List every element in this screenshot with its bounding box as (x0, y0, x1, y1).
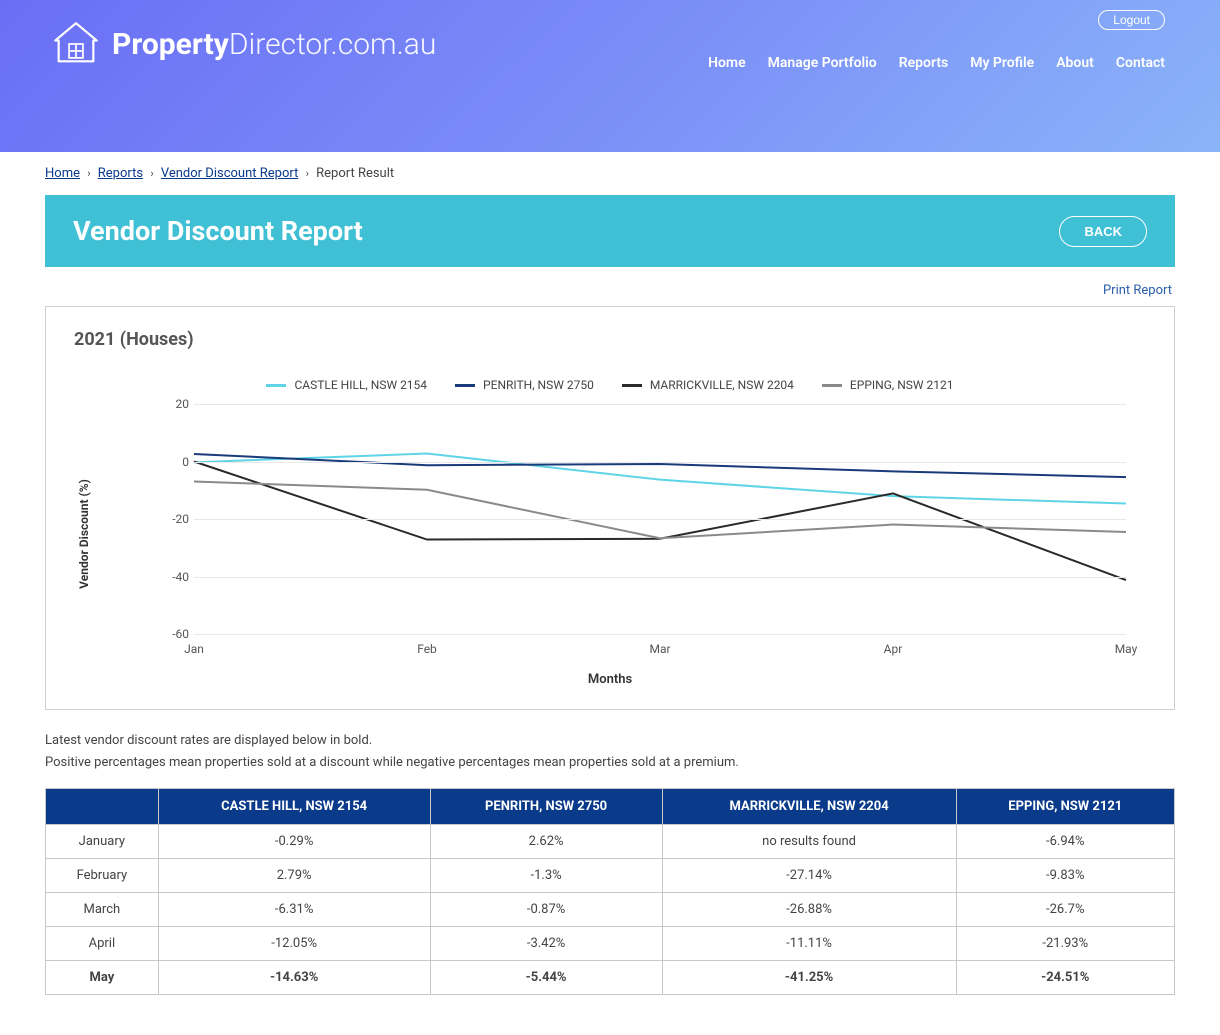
table-cell: -0.87% (430, 893, 662, 927)
row-label: January (46, 825, 159, 859)
data-table: CASTLE HILL, NSW 2154PENRITH, NSW 2750MA… (45, 788, 1175, 995)
chevron-right-icon: › (306, 167, 309, 180)
gridline (194, 577, 1126, 578)
table-cell: -14.63% (158, 961, 430, 995)
logout-button[interactable]: Logout (1098, 10, 1165, 30)
chart-legend: CASTLE HILL, NSW 2154 PENRITH, NSW 2750 MA… (74, 378, 1146, 392)
legend-label: MARRICKVILLE, NSW 2204 (650, 378, 794, 392)
table-cell: -11.11% (662, 927, 956, 961)
table-cell: -6.31% (158, 893, 430, 927)
legend-item[interactable]: CASTLE HILL, NSW 2154 (266, 378, 427, 392)
table-row: February2.79%-1.3%-27.14%-9.83% (46, 859, 1175, 893)
legend-label: PENRITH, NSW 2750 (483, 378, 594, 392)
legend-label: EPPING, NSW 2121 (850, 378, 954, 392)
gridline (194, 519, 1126, 520)
chevron-right-icon: › (150, 167, 153, 180)
table-cell: -26.7% (956, 893, 1174, 927)
page-title: Vendor Discount Report (73, 215, 363, 247)
back-button[interactable]: BACK (1059, 216, 1147, 247)
nav-about[interactable]: About (1056, 55, 1094, 71)
chart-title: 2021 (Houses) (74, 329, 1146, 350)
table-cell: -21.93% (956, 927, 1174, 961)
x-tick: May (1115, 642, 1138, 656)
table-header: CASTLE HILL, NSW 2154 (158, 789, 430, 825)
x-tick: Jan (184, 642, 204, 656)
legend-swatch (822, 384, 842, 387)
table-cell: -6.94% (956, 825, 1174, 859)
chevron-right-icon: › (87, 167, 90, 180)
breadcrumb-vendor-discount[interactable]: Vendor Discount Report (161, 166, 298, 181)
table-header: PENRITH, NSW 2750 (430, 789, 662, 825)
table-row: March-6.31%-0.87%-26.88%-26.7% (46, 893, 1175, 927)
table-header (46, 789, 159, 825)
table-header: EPPING, NSW 2121 (956, 789, 1174, 825)
row-label: May (46, 961, 159, 995)
gridline (194, 634, 1126, 635)
table-cell: 2.62% (430, 825, 662, 859)
table-cell: -1.3% (430, 859, 662, 893)
note-line-2: Positive percentages mean properties sol… (45, 752, 1175, 774)
legend-label: CASTLE HILL, NSW 2154 (294, 378, 427, 392)
y-axis-label: Vendor Discount (%) (77, 479, 91, 589)
print-report-link[interactable]: Print Report (1103, 283, 1172, 298)
table-cell: -9.83% (956, 859, 1174, 893)
note-line-1: Latest vendor discount rates are display… (45, 730, 1175, 752)
title-bar: Vendor Discount Report BACK (45, 195, 1175, 267)
table-cell: -41.25% (662, 961, 956, 995)
x-tick: Mar (649, 642, 670, 656)
table-cell: -3.42% (430, 927, 662, 961)
notes: Latest vendor discount rates are display… (45, 730, 1175, 774)
x-tick: Apr (884, 642, 903, 656)
breadcrumb-home[interactable]: Home (45, 166, 80, 181)
nav-home[interactable]: Home (708, 55, 746, 71)
legend-item[interactable]: MARRICKVILLE, NSW 2204 (622, 378, 794, 392)
row-label: April (46, 927, 159, 961)
chart-area: Vendor Discount (%) -60-40-20020JanFebMa… (104, 404, 1146, 664)
chart-container: 2021 (Houses) CASTLE HILL, NSW 2154 PENRI… (45, 306, 1175, 710)
breadcrumb-reports[interactable]: Reports (98, 166, 143, 181)
table-cell: -12.05% (158, 927, 430, 961)
table-cell: 2.79% (158, 859, 430, 893)
nav-contact[interactable]: Contact (1116, 55, 1165, 71)
table-row: April-12.05%-3.42%-11.11%-21.93% (46, 927, 1175, 961)
row-label: February (46, 859, 159, 893)
main-nav: Home Manage Portfolio Reports My Profile… (708, 55, 1165, 71)
header: Logout PropertyDirector.com.au Home Mana… (0, 0, 1220, 152)
table-cell: -5.44% (430, 961, 662, 995)
legend-swatch (622, 384, 642, 387)
table-cell: -24.51% (956, 961, 1174, 995)
legend-swatch (455, 384, 475, 387)
legend-item[interactable]: PENRITH, NSW 2750 (455, 378, 594, 392)
x-axis-label: Months (74, 672, 1146, 687)
chart-plot: -60-40-20020JanFebMarAprMay (194, 404, 1126, 634)
series-line (194, 481, 1126, 538)
table-cell: -27.14% (662, 859, 956, 893)
y-tick: -60 (159, 627, 189, 641)
table-cell: no results found (662, 825, 956, 859)
legend-swatch (266, 384, 286, 387)
nav-manage-portfolio[interactable]: Manage Portfolio (768, 55, 877, 71)
table-header: MARRICKVILLE, NSW 2204 (662, 789, 956, 825)
y-tick: 0 (159, 455, 189, 469)
logo-text-light: Director.com.au (229, 27, 437, 62)
nav-my-profile[interactable]: My Profile (970, 55, 1034, 71)
legend-item[interactable]: EPPING, NSW 2121 (822, 378, 954, 392)
gridline (194, 462, 1126, 463)
y-tick: 20 (159, 397, 189, 411)
x-tick: Feb (417, 642, 437, 656)
y-tick: -20 (159, 512, 189, 526)
y-tick: -40 (159, 570, 189, 584)
logo-text-bold: Property (112, 27, 229, 62)
table-cell: -26.88% (662, 893, 956, 927)
table-cell: -0.29% (158, 825, 430, 859)
table-row: January-0.29%2.62%no results found-6.94% (46, 825, 1175, 859)
nav-reports[interactable]: Reports (899, 55, 949, 71)
house-icon (50, 18, 102, 70)
table-row: May-14.63%-5.44%-41.25%-24.51% (46, 961, 1175, 995)
row-label: March (46, 893, 159, 927)
gridline (194, 404, 1126, 405)
breadcrumb: Home › Reports › Vendor Discount Report … (0, 152, 1220, 195)
breadcrumb-current: Report Result (316, 166, 394, 181)
